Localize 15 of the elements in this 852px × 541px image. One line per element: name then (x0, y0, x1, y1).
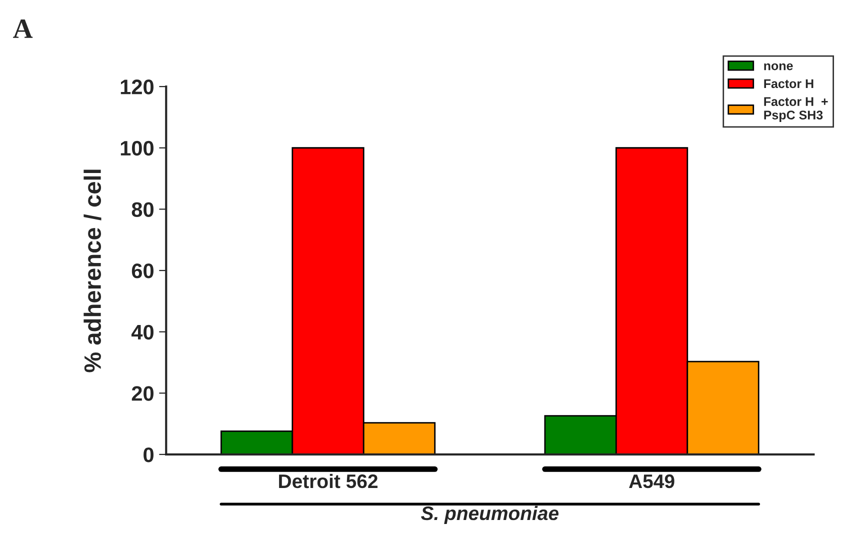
y-tick-label: 80 (132, 202, 154, 217)
text: A (13, 20, 33, 38)
x-tick-label: Detroit 562 (279, 474, 378, 488)
y-tick-label: 20 (132, 386, 154, 401)
y-tick-label: 40 (131, 324, 154, 340)
y-tick-label: 60 (132, 264, 154, 278)
x-axis-title: S. pneumoniae (420, 506, 559, 524)
legend-label: none (764, 63, 793, 70)
x-tick-label: A549 (629, 474, 674, 488)
y-tick-label: 0 (144, 447, 154, 462)
legend-label: Factor H (764, 79, 814, 88)
y-tick-label: 120 (120, 80, 154, 94)
legend-label: Factor H + PspC SH3 (764, 97, 828, 122)
y-tick-label: 100 (120, 140, 154, 156)
y-axis-title: % adherence / cell (84, 170, 102, 372)
